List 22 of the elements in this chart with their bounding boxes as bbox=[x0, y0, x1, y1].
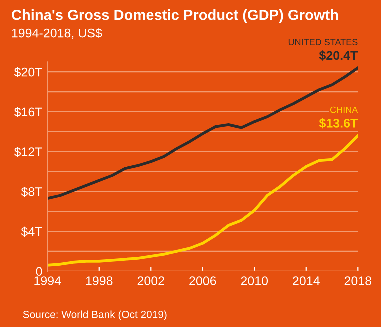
x-tick-label: 2010 bbox=[241, 276, 268, 286]
text: CHINA bbox=[330, 106, 358, 114]
x-tick-label: 2002 bbox=[138, 276, 164, 286]
y-tick-label: 0 bbox=[36, 267, 42, 276]
y-tick-label: $4T bbox=[21, 226, 42, 237]
line-series bbox=[48, 134, 358, 267]
x-tick-label: 1998 bbox=[86, 276, 113, 286]
annotation: $20.4T bbox=[319, 50, 358, 61]
chart-title: China's Gross Domestic Product (GDP) Growth bbox=[12, 10, 338, 24]
x-tick-label: 2014 bbox=[293, 276, 320, 286]
x-tick-label: 2006 bbox=[190, 276, 216, 286]
y-tick-label: $12T bbox=[14, 147, 42, 158]
line-series bbox=[48, 66, 358, 200]
x-tick-label: 1994 bbox=[34, 276, 62, 286]
y-tick-label: $8T bbox=[21, 186, 42, 198]
annotation: $13.6T bbox=[319, 118, 358, 129]
source-note: Source: World Bank (Oct 2019) bbox=[23, 310, 167, 320]
chart-subtitle: 1994-2018, US$ bbox=[12, 28, 102, 40]
text: UNITED STATES bbox=[288, 39, 358, 46]
y-tick-label: $16T bbox=[14, 107, 42, 118]
x-tick-label: 2018 bbox=[344, 276, 372, 286]
y-tick-label: $20T bbox=[14, 67, 42, 78]
